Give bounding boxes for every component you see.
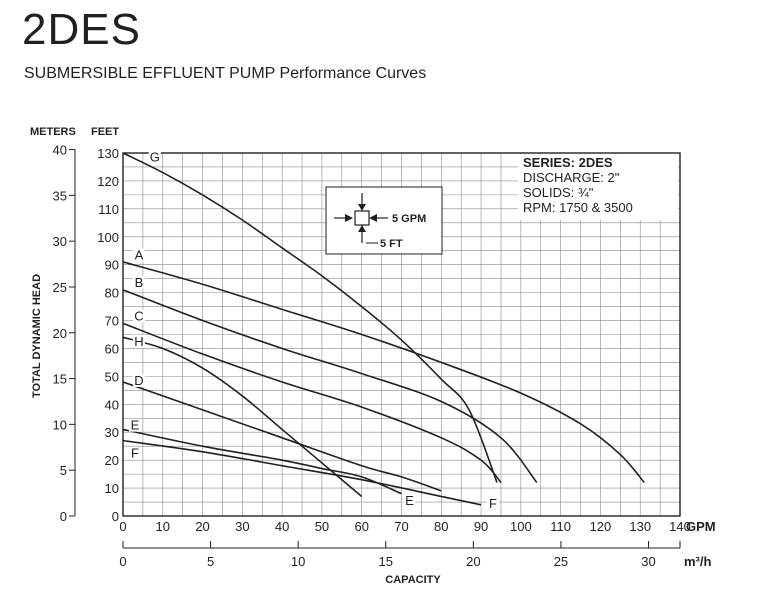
x-unit-gpm: GPM xyxy=(686,519,716,534)
ft-scale-label: 5 FT xyxy=(380,238,403,250)
curve-label-bg xyxy=(487,496,500,510)
y-tick-label-feet: 60 xyxy=(105,341,119,356)
page-title: 2DES xyxy=(22,5,141,54)
y-tick-label-feet: 70 xyxy=(105,314,119,329)
x-tick-label-m3h: 5 xyxy=(207,554,214,569)
y-unit-meters: METERS xyxy=(30,126,76,138)
curve-label-a: A xyxy=(135,247,144,262)
y-tick-label-meters: 35 xyxy=(53,188,67,203)
info-rpm: RPM: 1750 & 3500 xyxy=(523,200,633,215)
page-subtitle: SUBMERSIBLE EFFLUENT PUMP Performance Cu… xyxy=(24,65,427,82)
y-tick-label-meters: 5 xyxy=(60,463,67,478)
y-tick-label-meters: 15 xyxy=(53,372,67,387)
x-tick-label-gpm: 20 xyxy=(195,519,209,534)
arrow-left-icon xyxy=(369,214,377,222)
y-tick-label-feet: 30 xyxy=(105,425,119,440)
y-tick-label-feet: 20 xyxy=(105,453,119,468)
y-tick-label-meters: 30 xyxy=(53,234,67,249)
info-solids: SOLIDS: ¾" xyxy=(523,185,594,200)
curve-end-label-e: E xyxy=(405,493,414,508)
y-tick-label-meters: 25 xyxy=(53,280,67,295)
curve-label-bg xyxy=(132,334,145,348)
curve-b xyxy=(122,289,538,483)
curve-label-c: C xyxy=(134,309,143,324)
x-tick-label-m3h: 30 xyxy=(641,554,655,569)
x-tick-label-gpm: 50 xyxy=(315,519,329,534)
x-tick-label-m3h: 0 xyxy=(119,554,126,569)
curve-label-bg xyxy=(132,373,145,387)
curve-a xyxy=(122,261,645,484)
x-tick-label-gpm: 90 xyxy=(474,519,488,534)
curve-label-b: B xyxy=(135,275,144,290)
x-tick-label-m3h: 20 xyxy=(466,554,480,569)
x-tick-label-gpm: 140 xyxy=(669,519,691,534)
info-box: SERIES: 2DES DISCHARGE: 2" SOLIDS: ¾" RP… xyxy=(518,154,678,220)
curve-label-d: D xyxy=(134,373,143,388)
y-axis-title: TOTAL DYNAMIC HEAD xyxy=(31,274,43,398)
x-tick-label-m3h: 25 xyxy=(554,554,568,569)
curve-label-bg xyxy=(132,309,145,323)
x-tick-label-gpm: 0 xyxy=(119,519,126,534)
curve-h xyxy=(122,336,363,498)
curve-end-label-f: F xyxy=(489,496,497,511)
curve-label-bg xyxy=(128,446,141,460)
x-tick-label-gpm: 60 xyxy=(354,519,368,534)
curve-f xyxy=(122,439,482,506)
curve-c xyxy=(122,322,502,484)
arrow-right-icon xyxy=(345,214,353,222)
x-tick-label-gpm: 130 xyxy=(629,519,651,534)
y-tick-label-feet: 40 xyxy=(105,397,119,412)
x-tick-label-m3h: 10 xyxy=(291,554,305,569)
y-tick-label-meters: 0 xyxy=(60,509,67,524)
arrow-down-icon xyxy=(358,204,366,211)
curve-label-bg xyxy=(128,418,141,432)
curve-e xyxy=(122,428,402,495)
y-tick-label-feet: 90 xyxy=(105,258,119,273)
x-unit-m3h: m³/h xyxy=(684,554,712,569)
axis-labels-layer: 0102030405060708090100110120130051015202… xyxy=(53,143,691,569)
curve-label-bg xyxy=(148,150,161,164)
info-discharge: DISCHARGE: 2" xyxy=(523,170,620,185)
y-unit-feet: FEET xyxy=(91,126,119,138)
y-tick-label-feet: 80 xyxy=(105,286,119,301)
curve-label-bg xyxy=(403,494,416,508)
x-tick-label-gpm: 30 xyxy=(235,519,249,534)
x-tick-label-gpm: 70 xyxy=(394,519,408,534)
gpm-scale-label: 5 GPM xyxy=(392,213,426,225)
grid-scale-legend: 5 GPM 5 FT xyxy=(325,186,443,255)
x-axis-title: CAPACITY xyxy=(385,574,441,586)
x-tick-label-m3h: 15 xyxy=(379,554,393,569)
y-tick-label-meters: 40 xyxy=(53,143,67,158)
y-tick-label-feet: 0 xyxy=(112,509,119,524)
curve-label-bg xyxy=(132,248,145,262)
x-tick-label-gpm: 10 xyxy=(156,519,170,534)
curve-label-e: E xyxy=(131,418,140,433)
x-tick-label-gpm: 40 xyxy=(275,519,289,534)
y-tick-label-meters: 20 xyxy=(53,326,67,341)
y-tick-label-feet: 100 xyxy=(97,230,119,245)
x-tick-label-gpm: 110 xyxy=(550,519,571,534)
curve-label-g: G xyxy=(150,150,160,165)
curve-d xyxy=(122,381,442,492)
y-tick-label-feet: 130 xyxy=(97,146,119,161)
plot-frame xyxy=(122,152,681,517)
x-tick-label-gpm: 100 xyxy=(510,519,532,534)
y-tick-label-feet: 110 xyxy=(98,202,119,217)
grid-cell-icon xyxy=(354,210,370,226)
curve-label-f: F xyxy=(131,446,139,461)
curve-label-bg xyxy=(132,276,145,290)
y-tick-label-meters: 10 xyxy=(53,417,67,432)
y-tick-label-feet: 50 xyxy=(105,369,119,384)
info-series: SERIES: 2DES xyxy=(523,155,613,170)
x-tick-label-gpm: 80 xyxy=(434,519,448,534)
x-tick-label-gpm: 120 xyxy=(590,519,612,534)
curve-g xyxy=(122,152,498,483)
y-tick-label-feet: 120 xyxy=(97,174,119,189)
arrow-up-icon xyxy=(358,225,366,232)
plot-border xyxy=(122,152,681,517)
curve-label-h: H xyxy=(134,334,143,349)
y-tick-label-feet: 10 xyxy=(105,481,119,496)
